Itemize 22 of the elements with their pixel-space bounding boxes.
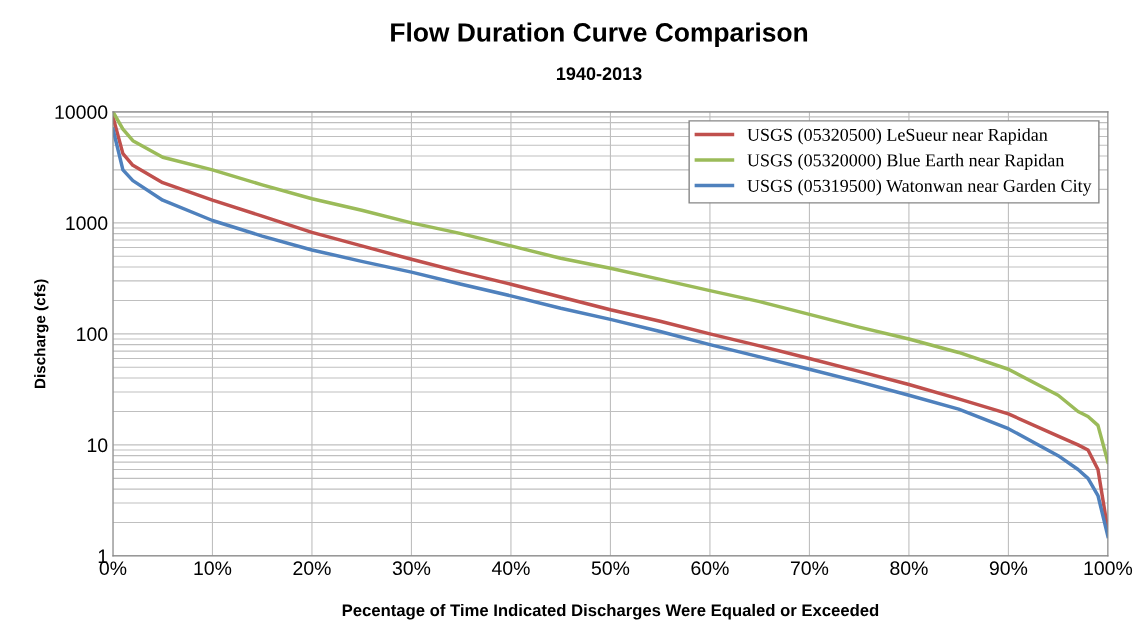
legend-label: USGS (05319500) Watonwan near Garden City: [747, 179, 1092, 196]
chart-title: Flow Duration Curve Comparison: [391, 22, 808, 48]
y-tick-label: 1000: [66, 216, 108, 231]
legend-label: USGS (05320500) LeSueur near Rapidan: [747, 128, 1048, 145]
y-tick-label: 10000: [55, 105, 108, 120]
legend-label: USGS (05320000) Blue Earth near Rapidan: [747, 153, 1065, 171]
x-tick-label: 40%: [491, 561, 530, 576]
x-axis-title: Pecentage of Time Indicated Discharges Were Equaled or Exceeded: [342, 603, 879, 620]
x-tick-label: 70%: [790, 561, 829, 576]
x-tick-label: 30%: [392, 561, 431, 576]
x-tick-label: 100%: [1084, 561, 1133, 576]
y-tick-label: 10: [87, 438, 108, 453]
x-tick-label: 50%: [591, 561, 630, 576]
chart-subtitle: 1940-2013: [556, 67, 642, 81]
x-tick-label: 10%: [194, 561, 232, 576]
x-tick-label: 60%: [691, 561, 729, 576]
y-tick-label: 1: [98, 549, 108, 563]
y-axis-title: Discharge (cfs): [34, 279, 49, 389]
x-tick-label: 80%: [890, 561, 928, 576]
x-tick-label: 90%: [989, 561, 1028, 576]
y-tick-label: 100: [77, 327, 108, 342]
x-tick-label: 20%: [293, 561, 331, 576]
